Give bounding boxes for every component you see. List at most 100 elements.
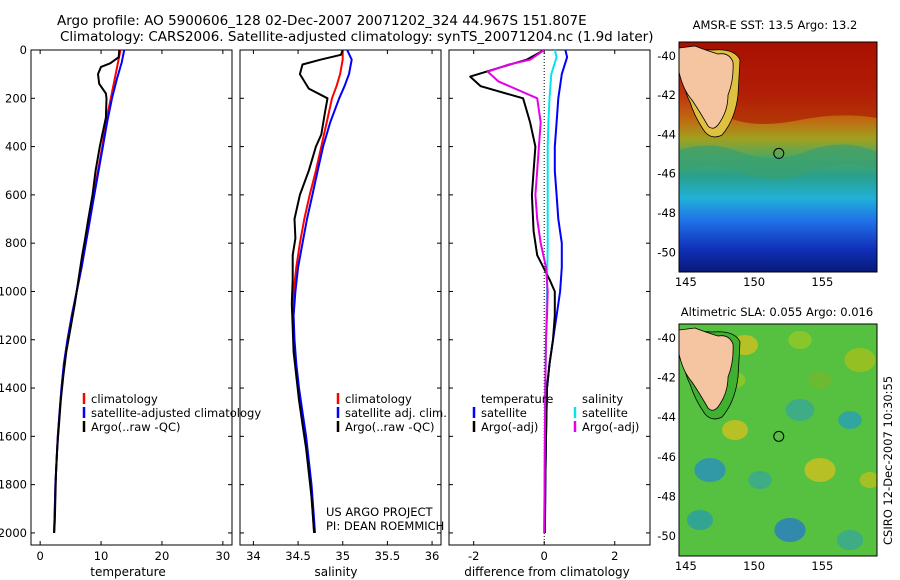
legend-title-temperature: temperature [481,392,553,406]
x-tick-label: 155 [811,559,833,573]
x-tick-label: 34 [246,549,261,563]
sst-map: AMSR-E SST: 13.5 Argo: 13.2 [678,18,878,273]
series-line-satellite-adjusted-climatology [53,49,126,533]
x-tick-label: 10 [94,549,109,563]
project-credit: US ARGO PROJECT [326,505,434,519]
x-tick-label: 0 [541,549,548,563]
sla-float-marker [773,430,785,442]
y-tick-label: -42 [657,88,676,102]
y-tick-label: -48 [657,490,676,504]
y-tick-label: -50 [657,245,676,259]
y-tick-label: -48 [657,206,676,220]
header-line-1: Argo profile: AO 5900606_128 02-Dec-2007… [57,13,587,29]
series-line-climatology [291,50,344,533]
series-line-temperature-argo-adj- [469,49,556,533]
sla-anomaly-blob [694,458,726,482]
x-tick-label: 145 [675,559,697,573]
y-tick-label: 800 [5,236,27,250]
header-line-2: Climatology: CARS2006. Satellite-adjuste… [60,29,654,45]
y-tick-label: -44 [657,127,676,141]
salinity-xlabel: salinity [314,565,357,579]
sla-anomaly-blob [844,348,876,372]
tasmania-land [679,327,734,411]
x-tick-label: 35 [335,549,350,563]
sla-anomaly-blob [785,399,815,421]
y-tick-label: -50 [657,529,676,543]
legend-label-satellite: satellite-adjusted climatology [91,406,261,420]
temperature-legend: climatology satellite-adjusted climatolo… [82,392,261,434]
sst-map-frame [678,41,878,273]
salinity-panel-frame [239,49,442,546]
sla-anomaly-blob [838,411,862,429]
y-tick-label: 2000 [0,526,27,540]
series-line-argo-raw-qc- [53,49,121,533]
y-tick-label: -42 [657,371,676,385]
legend-label-argo: Argo(..raw -QC) [345,420,435,434]
series-line-satellite-adj-clim- [292,49,353,533]
x-tick-label: 150 [743,559,765,573]
pi-credit: PI: DEAN ROEMMICH [326,519,444,533]
y-tick-label: -44 [657,410,676,424]
temperature-panel-frame [30,49,233,546]
x-tick-label: 30 [216,549,231,563]
sla-anomaly-blob [722,420,748,440]
y-tick-label: 1400 [0,381,27,395]
difference-xlabel: difference from climatology [464,565,630,579]
y-tick-label: 600 [5,188,27,202]
x-tick-label: -2 [468,549,479,563]
legend-label-temp-argo: Argo(-adj) [481,420,538,434]
x-tick-label: 20 [155,549,170,563]
legend-label-climatology: climatology [91,392,158,406]
sla-map: Altimetric SLA: 0.055 Argo: 0.016 [678,305,878,557]
series-line-climatology [53,49,122,533]
legend-label-sal-satellite: satellite [582,406,628,420]
sla-anomaly-blob [788,331,812,349]
temperature-xlabel: temperature [90,565,165,579]
x-tick-label: 150 [743,275,765,289]
sst_map-axes: 145 150 155 -40 -42 -44 -46 -48 -50 [657,49,833,289]
difference-panel-frame [448,49,651,546]
x-tick-label: 155 [811,275,833,289]
sla-anomaly-blob [687,510,713,530]
x-tick-label: 145 [675,275,697,289]
sla-map-frame [678,323,878,557]
timestamp-stamp: CSIRO 12-Dec-2007 10:30:55 [881,376,895,545]
x-tick-label: 34.5 [285,549,311,563]
sst-front-band [679,144,877,179]
sla-anomaly-blob [748,471,772,489]
y-tick-label: -46 [657,450,676,464]
y-tick-label: 0 [20,43,27,57]
sla-anomaly-blob [808,371,832,389]
legend-title-salinity: salinity [582,392,623,406]
y-tick-label: 1800 [0,478,27,492]
sst-map-title: AMSR-E SST: 13.5 Argo: 13.2 [693,18,858,32]
y-tick-label: 1000 [0,284,27,298]
y-tick-label: 400 [5,140,27,154]
x-tick-label: 2 [611,549,618,563]
y-tick-label: 1200 [0,333,27,347]
y-tick-label: 200 [5,91,27,105]
sla-map-title: Altimetric SLA: 0.055 Argo: 0.016 [681,305,873,319]
sla-anomaly-blob [837,530,863,550]
sla-anomaly-blob [859,472,877,488]
legend-label-sal-argo: Argo(-adj) [582,420,639,434]
series-line-salinity-argo-adj- [486,49,549,533]
y-tick-label: 1600 [0,429,27,443]
sst-float-marker [773,147,785,159]
difference-legend: temperature satellite Argo(-adj) salinit… [472,392,639,434]
y-tick-label: -40 [657,49,676,63]
y-tick-label: -46 [657,167,676,181]
tasmania-land [679,45,734,129]
series-line-argo-raw-qc- [290,49,344,533]
x-tick-label: 36 [425,549,440,563]
salinity-plot: 34 34.5 35 35.5 36 [240,49,441,563]
y-tick-label: -40 [657,331,676,345]
legend-label-temp-satellite: satellite [481,406,527,420]
legend-label-climatology: climatology [345,392,412,406]
x-tick-label: 35.5 [375,549,401,563]
legend-label-argo: Argo(..raw -QC) [91,420,181,434]
legend-label-satellite: satellite adj. clim. [345,406,447,420]
salinity-legend: climatology satellite adj. clim. Argo(..… [336,392,447,434]
sla-anomaly-blob [774,518,806,542]
